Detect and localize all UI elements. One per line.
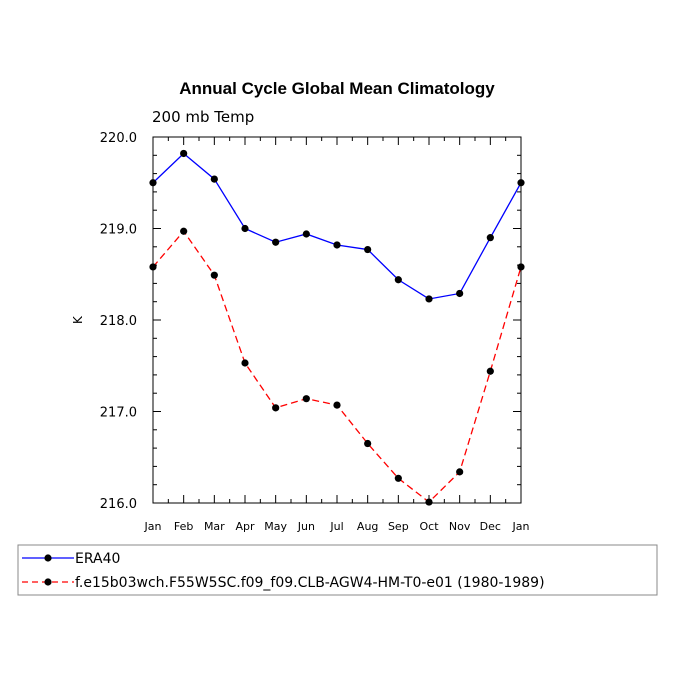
chart-subtitle: 200 mb Temp (152, 108, 254, 126)
legend-label-2: f.e15b03wch.F55W5SC.f09_f09.CLB-AGW4-HM-… (75, 575, 545, 591)
legend-label-1: ERA40 (75, 551, 120, 567)
plot-area: Jan Feb Mar Apr May Jun Jul Aug Sep Oct Nov Dec Jan 2… (100, 131, 530, 533)
y-tick-label: 219.0 (100, 223, 137, 238)
x-tick-label: Jan (512, 520, 530, 533)
legend-marker-1 (44, 554, 52, 562)
series-1-point (210, 175, 218, 183)
y-tick-label: 220.0 (100, 131, 137, 146)
legend: ERA40 f.e15b03wch.F55W5SC.f09_f09.CLB-AGW… (17, 544, 658, 596)
y-tick-label: 218.0 (100, 314, 137, 329)
series-2-point (241, 359, 249, 367)
series-2-point (486, 367, 494, 375)
x-tick-label: Feb (174, 520, 193, 533)
x-tick-label: Aug (357, 520, 378, 533)
series-2-point (180, 227, 188, 235)
x-tick-label: Jul (329, 520, 343, 533)
x-tick-label: Jun (297, 520, 315, 533)
series-line-2 (152, 230, 522, 503)
series-2-point (333, 401, 341, 409)
x-tick-label: Nov (449, 520, 471, 533)
series-1-point (517, 179, 525, 187)
series-1-point (241, 224, 249, 233)
x-tick-label: Mar (204, 520, 225, 533)
y-tick-label: 216.0 (100, 497, 137, 512)
legend-marker-2 (44, 578, 52, 586)
series-1-point (302, 230, 310, 238)
x-tick-label: Sep (388, 520, 409, 533)
series-line-1 (152, 152, 522, 300)
x-tick-label: Jan (144, 520, 162, 533)
series-1-point (364, 245, 372, 254)
series-2-point (302, 395, 310, 403)
series-1-point (486, 234, 494, 242)
series-1-point (333, 241, 341, 249)
x-tick-label: Dec (480, 520, 501, 533)
series-2-point (456, 468, 464, 476)
series-2-point (210, 271, 218, 279)
chart-title: Annual Cycle Global Mean Climatology (179, 79, 495, 98)
legend-box (17, 544, 658, 596)
series-1-point (272, 238, 280, 246)
series-1-point (425, 295, 433, 303)
series-2-point (272, 404, 280, 412)
x-tick-label: Oct (419, 520, 439, 533)
series-2-point (364, 439, 372, 448)
series-2-point (517, 263, 525, 271)
series-2-point (394, 474, 402, 482)
series-2-point (149, 263, 157, 271)
y-tick-label: 217.0 (100, 406, 137, 421)
series-1-point (456, 289, 464, 298)
y-axis-label: K (71, 315, 85, 324)
series-2-point (425, 498, 433, 506)
x-tick-label: May (264, 520, 287, 533)
series-1-point (149, 179, 157, 187)
series-1-point (394, 276, 402, 284)
plot-frame (152, 136, 522, 504)
x-tick-label: Apr (235, 520, 255, 533)
series-1-point (180, 149, 188, 158)
